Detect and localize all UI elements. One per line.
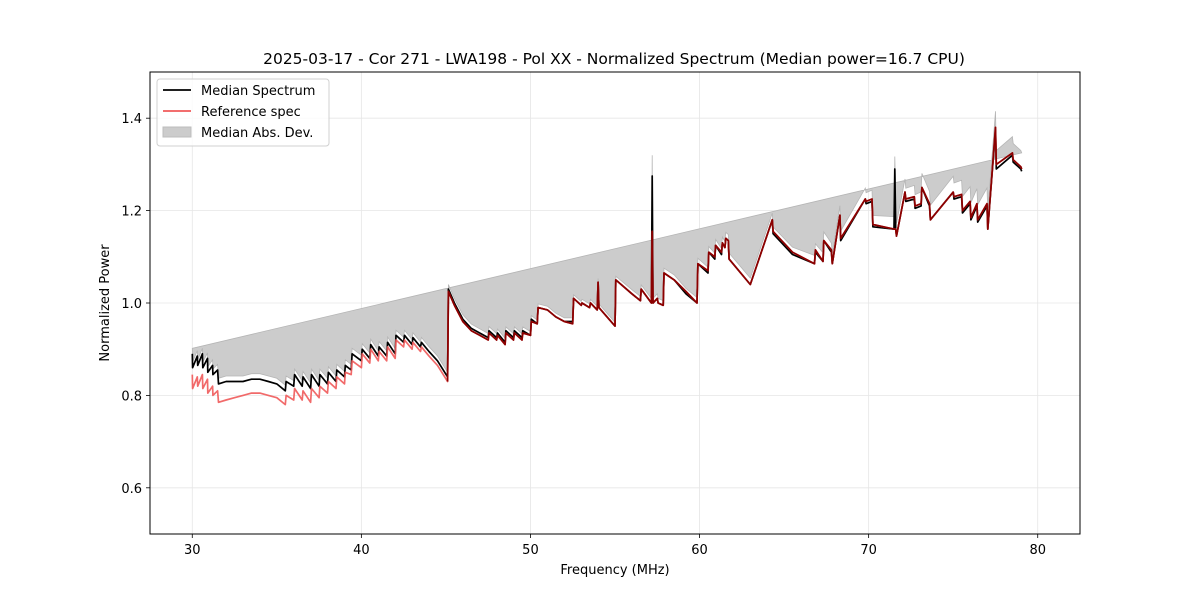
x-axis-label: Frequency (MHz) [560,563,669,578]
y-tick-label: 1.2 [121,205,142,220]
y-tick-label: 1.0 [121,297,142,312]
legend-swatch-mad [162,126,192,138]
x-tick-label: 60 [691,543,708,558]
legend-label-median: Median Spectrum [201,84,315,99]
y-tick-label: 0.6 [121,482,142,497]
x-tick-label: 80 [1029,543,1046,558]
y-tick-label: 1.4 [121,112,142,127]
legend-label-reference: Reference spec [201,105,301,120]
legend-label-mad: Median Abs. Dev. [201,126,313,141]
series-lines [191,126,1023,406]
legend: Median Spectrum Reference spec Median Ab… [156,78,330,147]
plot-area [149,71,1081,535]
y-axis-label: Normalized Power [98,244,113,362]
x-tick-label: 30 [184,543,201,558]
y-tick-label: 0.8 [121,389,142,404]
legend-box [156,78,330,147]
x-tick-label: 40 [353,543,370,558]
overlap-line [446,126,1023,382]
y-axis: 0.6 0.8 1.0 1.2 1.4 [121,112,150,497]
chart-title: 2025-03-17 - Cor 271 - LWA198 - Pol XX -… [263,50,965,68]
x-tick-label: 70 [860,543,877,558]
x-axis: 30 40 50 60 70 80 [184,534,1046,558]
x-tick-label: 50 [522,543,539,558]
